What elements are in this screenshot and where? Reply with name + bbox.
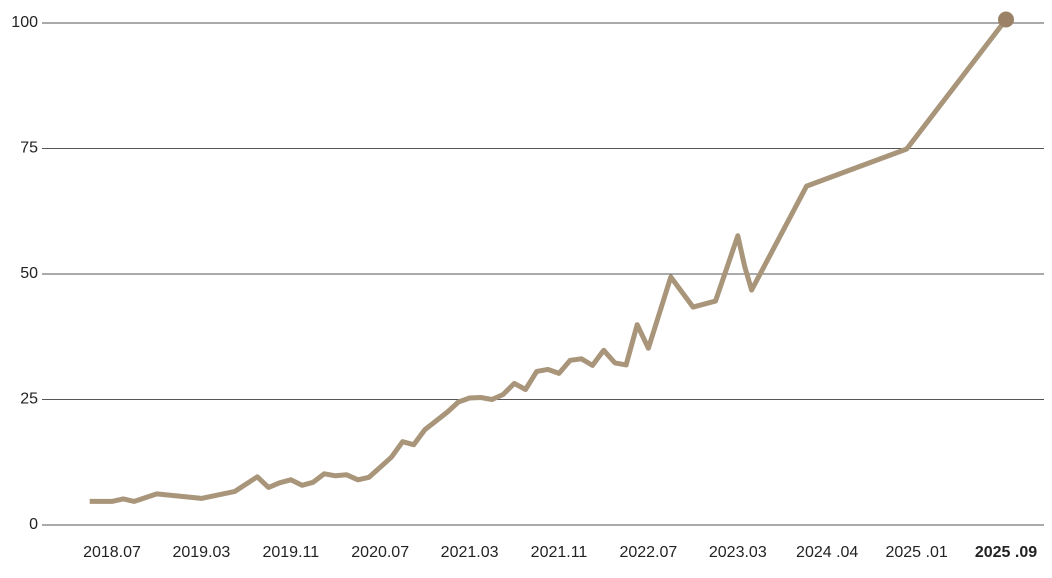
x-tick-label: 2025 .01 bbox=[885, 544, 947, 561]
x-tick-label: 2022.07 bbox=[619, 544, 677, 561]
x-tick-label: 2021.11 bbox=[531, 544, 588, 561]
y-tick-label: 100 bbox=[11, 14, 38, 31]
x-tick-label: 2023.03 bbox=[709, 544, 767, 561]
y-tick-label: 50 bbox=[20, 265, 38, 282]
x-tick-label: 2019.03 bbox=[172, 544, 230, 561]
x-tick-label: 2018.07 bbox=[83, 544, 141, 561]
y-tick-label: 0 bbox=[29, 516, 38, 533]
y-tick-label: 25 bbox=[20, 391, 38, 408]
x-tick-label: 2024 .04 bbox=[796, 544, 858, 561]
x-tick-label: 2025 .09 bbox=[975, 544, 1037, 561]
line bbox=[89, 17, 1008, 504]
x-tick-label: 2020.07 bbox=[351, 544, 409, 561]
y-tick-label: 75 bbox=[20, 140, 38, 157]
x-tick-label: 2021.03 bbox=[441, 544, 499, 561]
end-marker bbox=[998, 11, 1014, 28]
x-tick-label: 2019.11 bbox=[262, 544, 319, 561]
